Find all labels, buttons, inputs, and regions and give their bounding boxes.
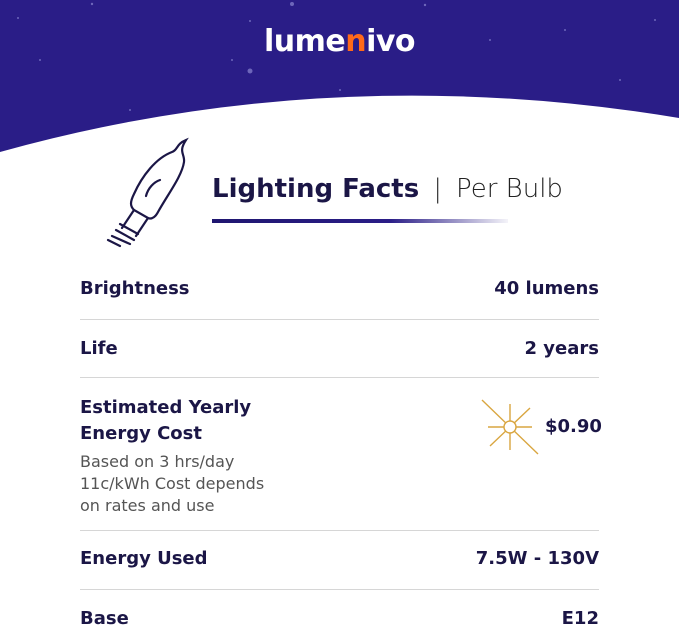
cost-note: Based on 3 hrs/day 11c/kWh Cost depends … <box>80 451 264 517</box>
fact-row-energy-used: Energy Used 7.5W - 130V <box>80 548 599 569</box>
title-separator: | <box>433 174 442 204</box>
sparkle-icon <box>481 399 539 455</box>
fact-label: Life <box>80 338 118 359</box>
title-underline <box>212 219 508 223</box>
title-text: Lighting Facts <box>212 174 420 204</box>
logo-text: ivo <box>366 24 416 59</box>
fact-row-energy-cost: Estimated Yearly Energy Cost Based on 3 … <box>80 395 264 517</box>
fact-row-life: Life 2 years <box>80 338 599 359</box>
logo-text: lume <box>263 24 346 59</box>
divider <box>80 589 599 590</box>
cost-note-line: 11c/kWh Cost depends <box>80 474 265 493</box>
divider <box>80 319 599 320</box>
fact-row-brightness: Brightness 40 lumens <box>80 278 599 299</box>
fact-value: 7.5W - 130V <box>475 548 599 569</box>
candle-bulb-icon <box>106 137 189 248</box>
fact-label: Base <box>80 608 129 629</box>
fact-label: Energy Used <box>80 548 208 569</box>
divider <box>80 530 599 531</box>
lumenivo-logo: lumenivo <box>0 24 679 59</box>
fact-value: 2 years <box>524 338 599 359</box>
lighting-facts-title: Lighting Facts | Per Bulb <box>212 174 563 204</box>
fact-label: Brightness <box>80 278 190 299</box>
fact-value: $0.90 <box>545 416 602 437</box>
fact-value: 40 lumens <box>494 278 599 299</box>
cost-note-line: Based on 3 hrs/day <box>80 452 235 471</box>
divider <box>80 377 599 378</box>
fact-label: Energy Cost <box>80 423 202 444</box>
fact-label: Estimated Yearly <box>80 397 252 418</box>
subtitle-text: Per Bulb <box>455 174 563 204</box>
fact-row-base: Base E12 <box>80 608 599 629</box>
fact-value: E12 <box>561 608 599 629</box>
logo-bulb-letter: n <box>345 24 367 59</box>
cost-note-line: on rates and use <box>80 496 215 515</box>
header-banner <box>0 0 679 170</box>
